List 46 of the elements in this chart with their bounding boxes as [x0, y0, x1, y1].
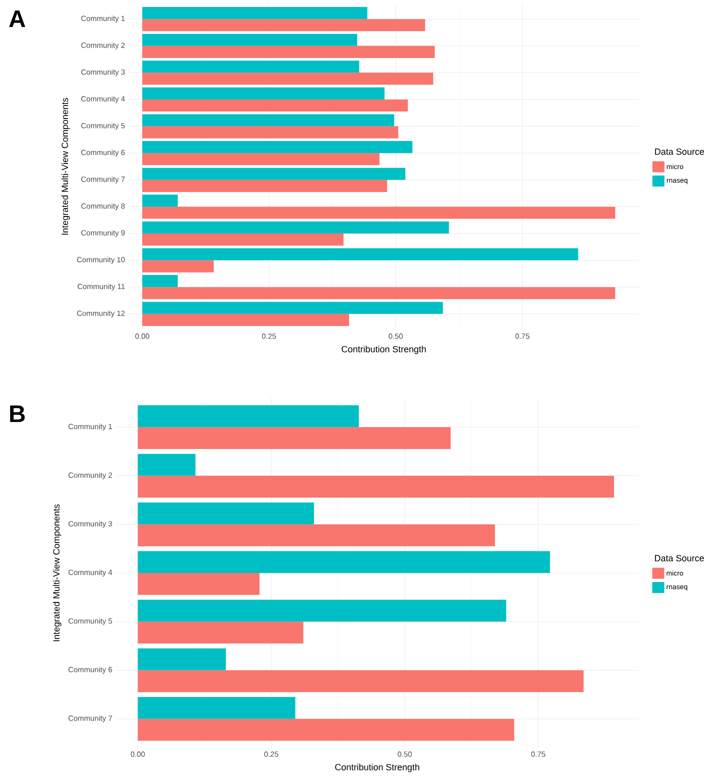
bar: [138, 476, 614, 498]
bar: [138, 427, 451, 450]
bar: [138, 524, 495, 546]
bar: [138, 670, 584, 692]
bar: [142, 302, 443, 314]
bar: [142, 114, 394, 126]
bar: [138, 551, 550, 574]
bar: [138, 622, 304, 644]
bar: [142, 46, 435, 58]
bar: [142, 260, 214, 272]
bar: [142, 168, 406, 180]
bar: [142, 221, 449, 234]
bar: [138, 502, 314, 524]
bar: [142, 248, 578, 260]
bar: [142, 19, 426, 32]
bar: [142, 287, 616, 300]
bar: [138, 600, 506, 622]
bar: [142, 206, 616, 219]
bar: [142, 314, 350, 326]
bar: [138, 405, 359, 428]
legend-title: Data Source: [654, 554, 704, 562]
chart-title: A: [9, 10, 26, 28]
bar: [138, 454, 196, 476]
bar: [142, 194, 178, 207]
bar: [142, 87, 385, 100]
x-axis-title: Contribution Strength: [342, 346, 426, 354]
bar: [142, 234, 344, 246]
bar: [142, 275, 178, 288]
y-axis-title: Integrated Multi-View Components: [61, 98, 70, 235]
bar: [138, 648, 226, 670]
bar: [142, 60, 360, 73]
bar: [138, 573, 260, 595]
bar: [142, 34, 358, 46]
bar: [138, 718, 514, 741]
legend-title: Data Source: [655, 148, 704, 155]
bar: [142, 7, 368, 20]
bar: [142, 72, 434, 85]
bar: [142, 141, 412, 154]
y-axis-title: Integrated Multi-View Components: [52, 504, 62, 642]
bar: [138, 696, 296, 719]
bar: [142, 126, 398, 138]
bar: [142, 99, 408, 112]
bar: [142, 153, 380, 166]
chart-title: B: [10, 406, 25, 422]
bar: [142, 180, 388, 192]
x-axis-title: Contribution Strength: [335, 764, 420, 772]
